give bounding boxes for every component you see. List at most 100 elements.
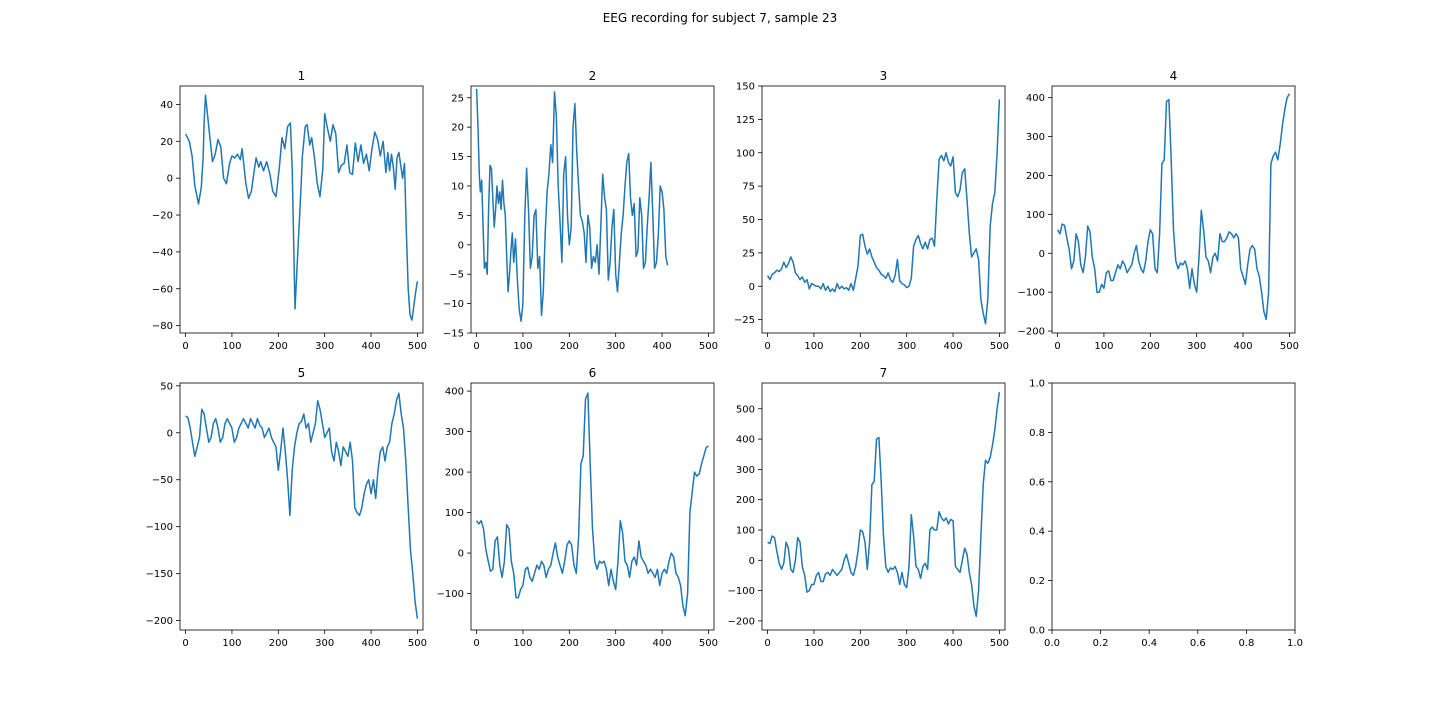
y-tick-label: 50 <box>160 381 173 392</box>
x-tick-label: 200 <box>560 638 579 649</box>
subplot-title: 2 <box>589 69 597 83</box>
subplot-2: 0 100 200 300 400 500 −15 −10 −5 0 5 10 15 20 25 2 <box>443 69 718 352</box>
y-tick-label: −200 <box>146 616 173 627</box>
y-tick-label: 0 <box>167 428 173 439</box>
y-tick-label: 125 <box>736 115 755 126</box>
y-tick-label: 1.0 <box>1029 379 1045 390</box>
x-tick-label: 400 <box>1234 341 1253 352</box>
series-line <box>475 88 669 322</box>
x-tick-label: 500 <box>699 341 718 352</box>
y-tick-label: −100 <box>146 522 173 533</box>
subplot-4: 0 100 200 300 400 500 −200 −100 0 100 200 300 400 4 <box>1018 69 1299 352</box>
series-line <box>475 392 709 617</box>
x-tick-label: 500 <box>408 638 427 649</box>
subplot-title: 3 <box>880 69 888 83</box>
axes-frame <box>761 85 1006 334</box>
x-tick-label: 400 <box>362 341 381 352</box>
x-tick-label: 1.0 <box>1287 638 1303 649</box>
y-tick-label: −50 <box>152 475 173 486</box>
y-tick-label: −200 <box>728 616 755 627</box>
series-line <box>1056 93 1291 321</box>
subplot-5: 0 100 200 300 400 500 −200 −150 −100 −50 0 50 5 <box>146 366 427 649</box>
series-line <box>767 391 1001 618</box>
y-tick-label: 0.2 <box>1029 576 1045 587</box>
axes-frame <box>1051 382 1296 631</box>
series-line <box>766 99 1001 325</box>
y-tick-label: −20 <box>152 211 173 222</box>
y-tick-label: 300 <box>1026 132 1045 143</box>
x-tick-label: 0 <box>182 341 188 352</box>
y-tick-label: 500 <box>736 404 755 415</box>
x-tick-label: 100 <box>804 341 823 352</box>
y-tick-label: 0 <box>749 282 755 293</box>
y-tick-label: 150 <box>736 82 755 93</box>
axes-frame <box>470 85 715 334</box>
axes-frame <box>1051 85 1296 334</box>
subplot-title: 1 <box>298 69 306 83</box>
subplot-7: 0 100 200 300 400 500 −200 −100 0 100 200 300 400 500… <box>728 366 1009 649</box>
y-tick-label: −5 <box>449 270 464 281</box>
x-tick-label: 200 <box>269 341 288 352</box>
series-line <box>184 94 419 321</box>
y-tick-label: 0.0 <box>1029 626 1045 637</box>
x-tick-label: 400 <box>944 638 963 649</box>
subplot-title: 5 <box>298 366 306 380</box>
y-tick-label: 25 <box>451 93 464 104</box>
y-tick-label: 0 <box>167 174 173 185</box>
subplot-8: 0.0 0.2 0.4 0.6 0.8 1.0 0.0 0.2 0.4 0.6 0.8 1.0 <box>1029 379 1303 650</box>
y-tick-label: −80 <box>152 321 173 332</box>
x-tick-label: 300 <box>1187 341 1206 352</box>
subplot-title: 6 <box>589 366 597 380</box>
subplot-3: 0 100 200 300 400 500 −25 0 25 50 75 100 125 150 3 <box>734 69 1009 352</box>
y-tick-label: 40 <box>160 100 173 111</box>
series-line <box>185 392 419 619</box>
y-tick-label: 400 <box>736 435 755 446</box>
y-tick-label: 100 <box>736 525 755 536</box>
y-tick-label: 10 <box>451 181 464 192</box>
y-tick-label: 100 <box>1026 210 1045 221</box>
x-tick-label: 200 <box>560 341 579 352</box>
y-tick-label: −25 <box>734 315 755 326</box>
x-tick-label: 0.6 <box>1190 638 1206 649</box>
y-tick-label: 0.6 <box>1029 477 1045 488</box>
y-tick-label: 200 <box>1026 171 1045 182</box>
x-tick-label: 400 <box>653 638 672 649</box>
x-tick-label: 500 <box>408 341 427 352</box>
y-tick-label: −100 <box>437 589 464 600</box>
x-tick-label: 100 <box>804 638 823 649</box>
subplot-title: 4 <box>1170 69 1178 83</box>
x-tick-label: 300 <box>315 638 334 649</box>
y-tick-label: 15 <box>451 152 464 163</box>
y-tick-label: −10 <box>443 299 464 310</box>
y-tick-label: −40 <box>152 247 173 258</box>
x-tick-label: 300 <box>606 638 625 649</box>
x-tick-label: 300 <box>606 341 625 352</box>
axes-frame <box>179 85 424 334</box>
x-tick-label: 100 <box>513 341 532 352</box>
x-tick-label: 400 <box>944 341 963 352</box>
y-tick-label: 100 <box>736 148 755 159</box>
x-tick-label: 0 <box>182 638 188 649</box>
y-tick-label: 0 <box>749 556 755 567</box>
axes-frame <box>179 382 424 631</box>
y-tick-label: −15 <box>443 329 464 340</box>
x-tick-label: 100 <box>222 341 241 352</box>
x-tick-label: 300 <box>897 341 916 352</box>
y-tick-label: 5 <box>458 211 464 222</box>
axes-frame <box>470 382 715 631</box>
x-tick-label: 500 <box>990 638 1009 649</box>
y-tick-label: 400 <box>1026 93 1045 104</box>
y-tick-label: −150 <box>146 569 173 580</box>
x-tick-label: 200 <box>269 638 288 649</box>
y-tick-label: 300 <box>736 465 755 476</box>
y-tick-label: 25 <box>742 248 755 259</box>
y-tick-label: 300 <box>445 427 464 438</box>
y-tick-label: 0 <box>458 240 464 251</box>
x-tick-label: 0 <box>473 341 479 352</box>
y-tick-label: 75 <box>742 182 755 193</box>
y-tick-label: 100 <box>445 508 464 519</box>
x-tick-label: 200 <box>851 341 870 352</box>
x-tick-label: 500 <box>699 638 718 649</box>
figure-title: EEG recording for subject 7, sample 23 <box>602 11 838 25</box>
